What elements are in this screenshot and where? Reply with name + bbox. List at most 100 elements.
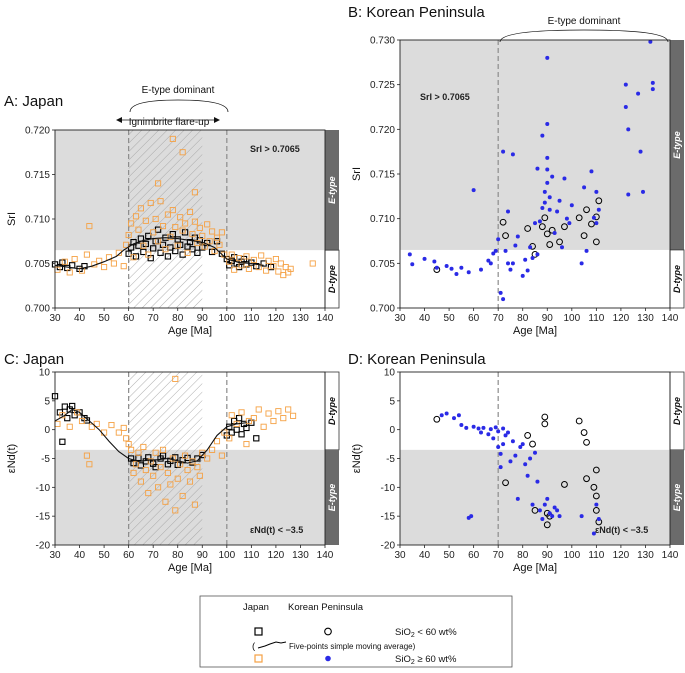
panel-b-side-etype <box>670 40 684 250</box>
panel-b-point-s1-56 <box>569 203 574 208</box>
panel-a-ytick-label-0: 0.700 <box>25 304 50 315</box>
panel-d-point-s1-38 <box>542 502 547 507</box>
panel-b-point-s0-1 <box>499 218 507 226</box>
panel-d-point-s1-30 <box>523 462 528 467</box>
panel-c-point-s1-60 <box>265 410 272 417</box>
panel-b-etype-label: E-type dominant <box>548 16 621 27</box>
panel-d-xtick-label-6: 90 <box>542 550 554 561</box>
panel-d-point-s0-5 <box>541 420 549 428</box>
panel-c-point-s1-10 <box>108 422 115 429</box>
panel-a-point-s0-35 <box>194 249 201 256</box>
panel-b-xtick-label-1: 40 <box>419 313 431 324</box>
panel-c-xtick-label-3: 60 <box>123 550 135 561</box>
panel-a-point-s1-13 <box>120 263 127 270</box>
panel-d-point-s0-1 <box>502 479 509 487</box>
panel-b-point-s0-12 <box>561 223 568 231</box>
panel-d-point-s1-4 <box>459 423 464 428</box>
panel-d-ytick-label-2: -10 <box>381 483 396 494</box>
panel-d-point-s1-47 <box>594 502 599 507</box>
panel-c-point-s1-26 <box>155 484 162 491</box>
panel-d-side-etype <box>670 449 684 545</box>
panel-c-point-s1-42 <box>194 464 201 471</box>
panel-a-point-s1-46 <box>201 243 208 250</box>
panel-b-ytick-label-6: 0.730 <box>370 36 395 47</box>
panel-d-point-s0-12 <box>580 429 588 436</box>
panel-c-side-upper-label: D-type <box>327 397 337 425</box>
panel-d-point-s0-7 <box>543 521 551 529</box>
panel-c-point-s1-8 <box>93 420 100 427</box>
panel-c-ytick-label-1: -15 <box>36 512 51 523</box>
panel-c-moving-average <box>54 408 247 464</box>
panel-a-point-s1-56 <box>228 251 235 258</box>
panel-b-xtick-label-11: 140 <box>662 313 679 324</box>
panel-c-point-s1-31 <box>167 481 174 488</box>
panel-b-point-s1-25 <box>510 261 515 266</box>
panel-b-point-s1-16 <box>496 237 501 242</box>
panel-c-point-s1-27 <box>157 464 164 471</box>
panel-d-point-s1-27 <box>515 496 520 501</box>
panel-a-xtick-label-1: 40 <box>74 313 86 324</box>
panel-c-point-s1-25 <box>152 449 159 456</box>
panel-d-point-s1-25 <box>510 439 515 444</box>
panel-b-point-s1-61 <box>591 215 596 220</box>
panel-a-point-s1-31 <box>164 211 171 218</box>
panel-c-point-s1-17 <box>132 461 140 468</box>
panel-d-point-s0-4 <box>531 507 539 514</box>
panel-b-etype-annotation: E-type dominant <box>499 16 669 43</box>
panel-d-point-s0-2 <box>524 432 532 439</box>
panel-b-point-s1-28 <box>520 273 525 278</box>
panel-b-point-s1-19 <box>501 149 506 154</box>
panel-b-point-s0-3 <box>524 225 532 232</box>
panel-a-xtick-label-8: 110 <box>243 313 259 324</box>
panel-d-point-s1-23 <box>506 430 510 435</box>
panel-c-point-s1-52 <box>228 412 235 419</box>
panel-d-threshold-label: εNd(t) < −3.5 <box>595 525 648 535</box>
panel-a-point-s1-41 <box>189 231 196 238</box>
panel-d-point-s1-46 <box>591 531 596 536</box>
panel-a-flareup-arrowhead-left <box>116 117 122 123</box>
panel-a-point-s1-76 <box>169 135 176 142</box>
panel-a-flareup-arrowhead-right <box>214 117 220 123</box>
panel-c-point-s1-5 <box>83 452 90 459</box>
panel-c-point-s1-43 <box>196 472 203 479</box>
panel-c-point-s1-38 <box>184 466 191 474</box>
panel-c-point-s1-6 <box>86 461 93 468</box>
panel-c-ytick-label-3: -5 <box>41 454 50 465</box>
panel-b-point-s0-13 <box>575 214 583 222</box>
panel-a-point-s1-60 <box>243 253 250 260</box>
panel-d-point-s1-42 <box>552 505 557 510</box>
panel-b-point-s1-69 <box>636 91 641 96</box>
panel-b-point-s1-44 <box>545 121 550 126</box>
panel-a-point-s1-70 <box>277 260 284 267</box>
panel-a-point-s0-32 <box>186 238 194 246</box>
panel-d-point-s1-0 <box>439 413 444 418</box>
panel-b-point-s0-9 <box>546 241 554 248</box>
panel-a-xtick-label-7: 100 <box>218 313 235 324</box>
panel-a-point-s1-48 <box>206 238 213 245</box>
panel-b-xtick-label-9: 120 <box>613 313 630 324</box>
panel-a-xtick-label-2: 50 <box>99 313 111 324</box>
panel-b-point-s1-74 <box>650 87 655 92</box>
panel-b-point-s0-16 <box>588 220 595 228</box>
panel-a-point-s1-72 <box>282 264 289 271</box>
panel-b-point-s0-2 <box>502 232 509 240</box>
panel-a-point-s1-18 <box>132 213 140 220</box>
panel-d-etype-band <box>400 449 670 545</box>
panel-c-point-s1-11 <box>115 429 122 436</box>
panel-c-point-s1-16 <box>130 469 137 476</box>
panel-d-point-s1-16 <box>496 444 501 449</box>
panel-b-point-s1-40 <box>542 189 547 194</box>
legend-col-korea: Korean Peninsula <box>288 602 364 613</box>
panel-a-point-s1-77 <box>179 149 186 156</box>
panel-a-point-s1-71 <box>280 272 287 279</box>
panel-d-point-s1-15 <box>493 425 498 430</box>
panel-c-xtick-label-0: 30 <box>49 550 61 561</box>
panel-a-point-s1-30 <box>162 246 169 253</box>
panel-c-xtick-label-7: 100 <box>218 550 235 561</box>
panel-d-xtick-label-11: 140 <box>662 550 679 561</box>
panel-a-point-s1-40 <box>186 208 194 215</box>
panel-b-point-s1-36 <box>537 219 542 224</box>
panel-c-point-s1-12 <box>120 424 127 431</box>
panel-a-point-s1-21 <box>140 242 147 249</box>
